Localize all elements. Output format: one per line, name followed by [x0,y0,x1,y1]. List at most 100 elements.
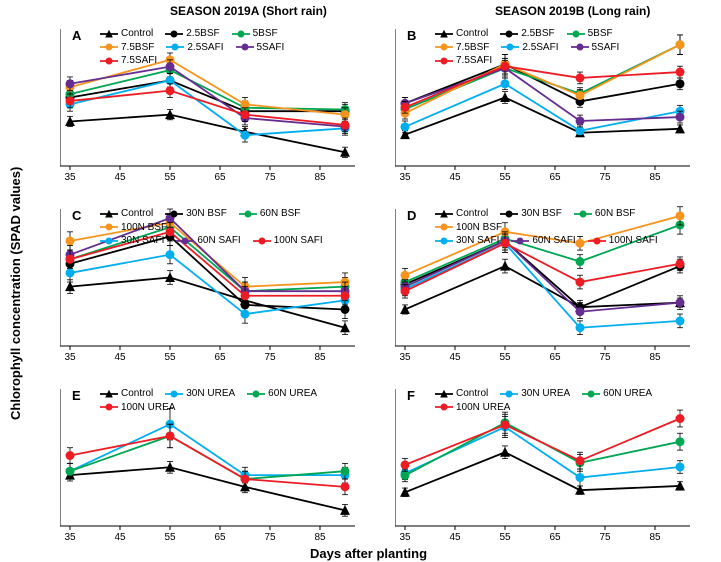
legend-label: 100N SAFI [274,235,323,246]
legend-item: 60N BSF [574,208,636,219]
panel-C: 30354045505560354555657585CControl30N BS… [60,204,360,364]
legend-label: 7.5SAFI [456,55,492,66]
panel-A: 3040506070354555657585AControl2.5BSF5BSF… [60,24,360,184]
legend-label: 30N BSF [521,208,562,219]
svg-text:85: 85 [314,532,326,543]
legend-item: 7.5SAFI [435,55,492,66]
svg-text:35: 35 [64,532,76,543]
legend-label: 100N UREA [121,402,175,413]
legend-item: 100N UREA [100,402,175,413]
legend-item: Control [435,208,488,219]
legend-item: 5SAFI [571,42,620,53]
svg-text:65: 65 [214,352,226,363]
legend-item: 100N SAFI [253,235,323,246]
legend-label: Control [121,208,153,219]
legend-label: 30N BSF [186,208,227,219]
legend-item: Control [100,208,153,219]
svg-text:45: 45 [114,172,126,183]
svg-text:85: 85 [649,352,661,363]
legend-C: Control 30N BSF 60N BSF 100N BSF 30N SAFI 60N… [100,208,360,249]
legend-label: Control [456,208,488,219]
svg-text:45: 45 [114,532,126,543]
svg-text:65: 65 [549,172,561,183]
svg-text:35: 35 [64,352,76,363]
legend-item: 7.5SAFI [100,55,157,66]
svg-text:55: 55 [499,172,511,183]
legend-label: 60N BSF [260,208,301,219]
legend-label: 2.5SAFI [522,42,558,53]
svg-text:85: 85 [314,172,326,183]
svg-text:75: 75 [599,172,611,183]
legend-item: 60N SAFI [511,235,575,246]
svg-text:85: 85 [649,172,661,183]
legend-item: 30N SAFI [100,235,164,246]
legend-label: 30N UREA [186,388,235,399]
legend-item: 100N BSF [435,222,502,233]
svg-text:85: 85 [314,352,326,363]
legend-item: 100N BSF [100,222,167,233]
svg-text:85: 85 [649,532,661,543]
legend-label: 7.5SAFI [121,55,157,66]
legend-label: 5BSF [253,28,278,39]
legend-item: 100N SAFI [588,235,658,246]
legend-label: 30N SAFI [456,235,499,246]
legend-item: 60N SAFI [176,235,240,246]
figure-root: SEASON 2019A (Short rain) SEASON 2019B (… [0,0,721,562]
legend-label: Control [456,388,488,399]
svg-text:45: 45 [114,352,126,363]
legend-label: 30N UREA [521,388,570,399]
panel-E: 3035404550556065354555657585EControl30N … [60,384,360,544]
svg-text:55: 55 [499,532,511,543]
svg-text:55: 55 [164,172,176,183]
panel-D: 30405060708090354555657585DControl30N BS… [395,204,695,364]
legend-item: Control [435,388,488,399]
legend-label: 60N UREA [268,388,317,399]
legend-label: 5SAFI [592,42,620,53]
legend-label: 60N UREA [603,388,652,399]
svg-text:B: B [407,28,416,43]
legend-label: 2.5SAFI [187,42,223,53]
legend-item: 60N UREA [582,388,652,399]
legend-label: Control [456,28,488,39]
legend-item: 60N UREA [247,388,317,399]
svg-text:75: 75 [599,532,611,543]
svg-text:35: 35 [399,532,411,543]
svg-text:65: 65 [214,532,226,543]
svg-text:45: 45 [449,532,461,543]
legend-label: 2.5BSF [521,28,554,39]
svg-text:55: 55 [164,532,176,543]
svg-text:65: 65 [549,352,561,363]
season-title-right: SEASON 2019B (Long rain) [495,4,650,18]
legend-label: Control [121,388,153,399]
svg-text:45: 45 [449,172,461,183]
legend-label: 100N UREA [456,402,510,413]
legend-item: 5BSF [567,28,613,39]
svg-text:65: 65 [214,172,226,183]
legend-item: 2.5BSF [165,28,219,39]
legend-label: 7.5BSF [121,42,154,53]
legend-item: 2.5SAFI [166,42,223,53]
panel-B: 30405060708090100354555657585BControl2.5… [395,24,695,184]
legend-item: 5SAFI [236,42,285,53]
legend-E: Control 30N UREA 60N UREA 100N UREA [100,388,360,415]
legend-item: 100N UREA [435,402,510,413]
legend-item: 2.5SAFI [501,42,558,53]
legend-label: Control [121,28,153,39]
legend-item: 7.5BSF [435,42,489,53]
svg-text:65: 65 [549,532,561,543]
legend-label: 5BSF [588,28,613,39]
svg-text:E: E [72,388,81,403]
legend-item: 2.5BSF [500,28,554,39]
svg-text:C: C [72,208,82,223]
legend-item: 30N UREA [500,388,570,399]
svg-text:35: 35 [399,172,411,183]
legend-item: 30N BSF [500,208,562,219]
legend-label: 60N BSF [595,208,636,219]
legend-item: Control [435,28,488,39]
svg-text:55: 55 [164,352,176,363]
legend-label: 60N SAFI [197,235,240,246]
legend-B: Control 2.5BSF 5BSF 7.5BSF 2.5SAFI 5SAFI 7.5SA… [435,28,631,69]
season-title-left: SEASON 2019A (Short rain) [170,4,327,18]
legend-item: 5BSF [232,28,278,39]
legend-item: Control [100,28,153,39]
